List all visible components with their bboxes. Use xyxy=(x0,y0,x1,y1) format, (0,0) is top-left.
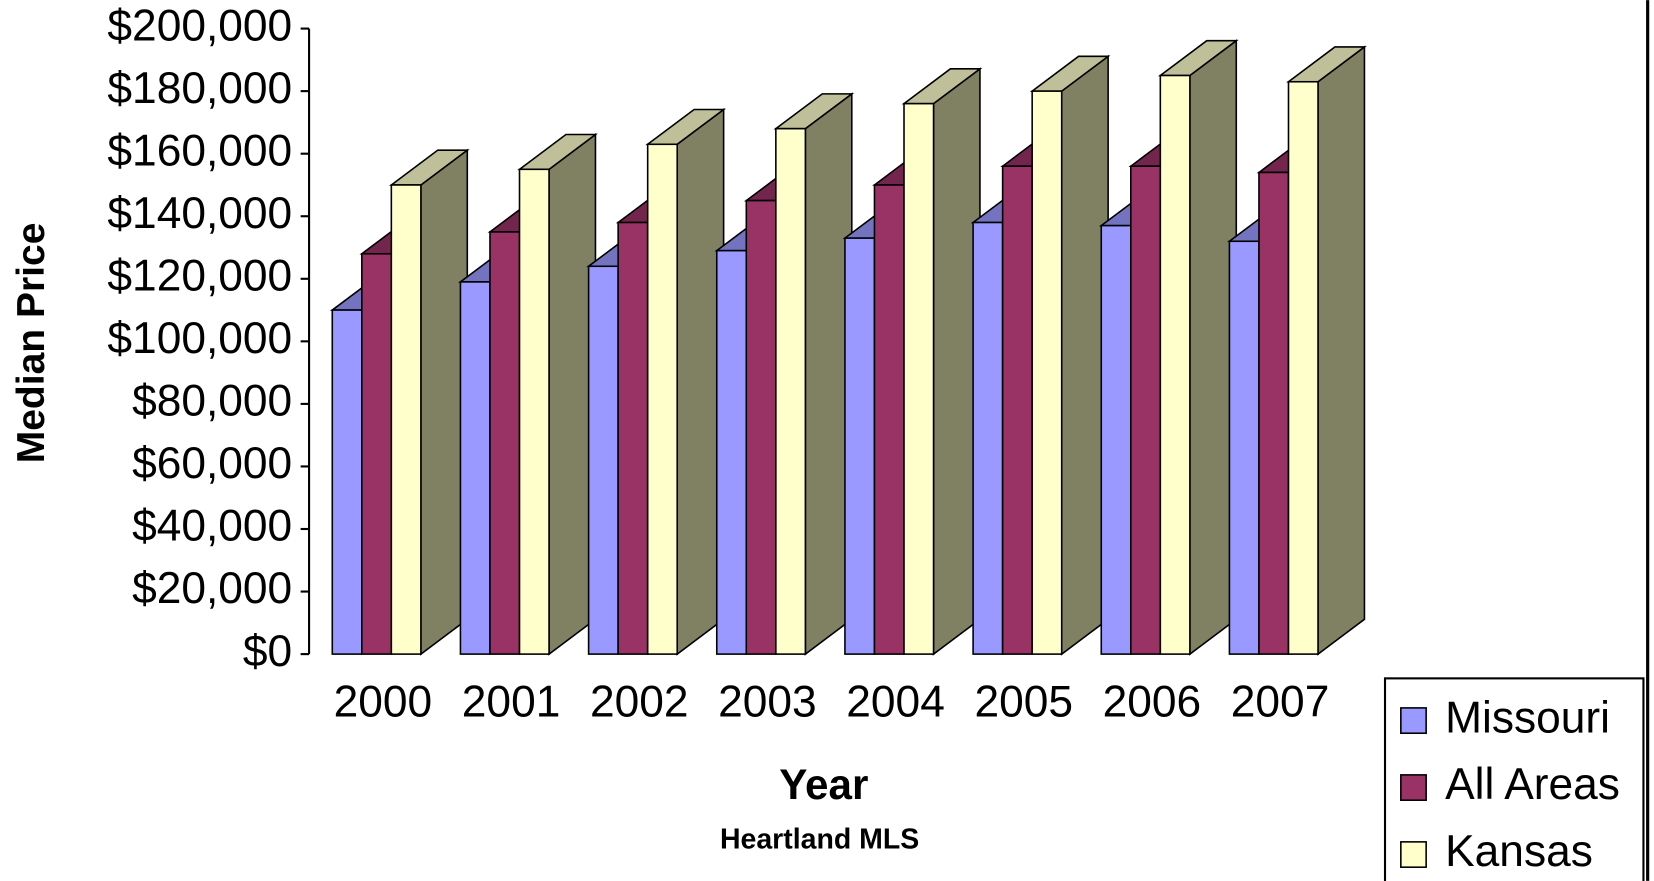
bar xyxy=(972,221,1004,655)
bar xyxy=(361,252,393,655)
y-tick-label: $180,000 xyxy=(107,64,292,113)
caption: Heartland MLS xyxy=(720,823,919,855)
legend: Missouri All Areas Kansas xyxy=(1383,677,1645,881)
bar xyxy=(715,249,748,655)
y-tick-label: $120,000 xyxy=(107,251,292,300)
x-tick-label: 2007 xyxy=(1231,677,1330,726)
y-tick-label: $60,000 xyxy=(132,439,292,488)
x-tick-label: 2001 xyxy=(462,677,561,726)
x-tick-label: 2005 xyxy=(974,677,1073,726)
y-tick-label: $80,000 xyxy=(132,377,292,426)
x-tick-label: 2006 xyxy=(1103,677,1202,726)
bar xyxy=(844,237,876,655)
bar xyxy=(903,102,935,655)
legend-swatch xyxy=(1400,774,1427,801)
bar xyxy=(745,199,777,655)
y-tick-label: $140,000 xyxy=(107,189,292,238)
legend-box xyxy=(1383,677,1645,881)
bar xyxy=(1130,165,1162,655)
bar xyxy=(775,127,807,655)
bar xyxy=(617,221,649,655)
y-tick-label: $40,000 xyxy=(132,502,292,551)
legend-label: Missouri xyxy=(1445,693,1610,742)
legend-swatch xyxy=(1400,707,1427,735)
y-tick-label: $200,000 xyxy=(107,1,292,50)
x-axis-label: Year xyxy=(779,761,868,808)
bar xyxy=(587,265,619,655)
y-tick-label: $160,000 xyxy=(107,126,292,175)
bar xyxy=(390,184,422,655)
legend-swatch xyxy=(1400,841,1427,868)
bar xyxy=(331,309,363,655)
bar xyxy=(1287,80,1319,655)
x-tick-label: 2003 xyxy=(718,677,817,726)
bar xyxy=(489,231,521,655)
y-tick-label: $100,000 xyxy=(107,314,292,363)
bar-side xyxy=(1317,45,1366,656)
y-tick-label: $20,000 xyxy=(132,564,292,613)
bar xyxy=(1258,171,1290,655)
bar xyxy=(1001,165,1033,655)
bar xyxy=(1159,74,1191,655)
legend-label: Kansas xyxy=(1445,827,1593,876)
bar xyxy=(518,168,550,655)
x-tick-label: 2002 xyxy=(590,677,689,726)
bar xyxy=(1031,90,1063,655)
x-tick-label: 2000 xyxy=(334,677,433,726)
y-tick-label: $0 xyxy=(243,627,292,676)
bar xyxy=(873,184,905,655)
bar xyxy=(459,281,491,655)
y-axis-label: Median Price xyxy=(10,223,53,464)
legend-label: All Areas xyxy=(1445,760,1620,809)
bar xyxy=(1228,240,1260,655)
bar xyxy=(1100,224,1132,655)
bar xyxy=(646,143,679,655)
x-tick-label: 2004 xyxy=(846,677,945,726)
